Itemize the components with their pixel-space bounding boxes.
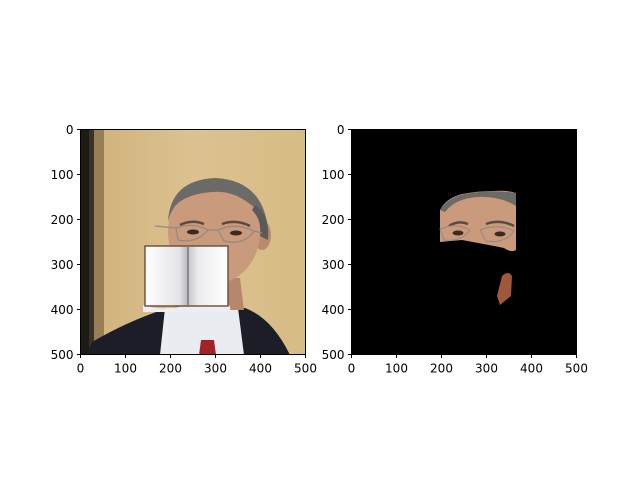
right-x-tick-label: 500 [565, 362, 588, 376]
left-y-tick-label: 200 [51, 213, 74, 227]
visible-face-region [439, 190, 516, 252]
right-y-tick-label: 200 [322, 213, 345, 227]
left-x-tick-label: 400 [249, 362, 272, 376]
tie [199, 340, 216, 355]
left-y-tick-label: 500 [51, 348, 74, 362]
left-x-tick-label: 100 [114, 362, 137, 376]
left-y-tick-label: 0 [66, 123, 74, 137]
book-overlay [143, 245, 231, 312]
hair [168, 178, 268, 228]
left-y-tick-label: 400 [51, 303, 74, 317]
door-frame-mid [89, 130, 94, 355]
right-eye [230, 230, 242, 236]
right-y-tick-label: 500 [322, 348, 345, 362]
right-x-tick-label: 300 [475, 362, 498, 376]
right-image-panel [351, 130, 576, 355]
right-axes-frame [351, 129, 577, 355]
masked-background [351, 130, 576, 355]
visible-neck-patch [497, 273, 512, 305]
left-x-tick-label: 300 [204, 362, 227, 376]
eyebrows [179, 220, 251, 228]
left-y-tick-label: 300 [51, 258, 74, 272]
right-x-tick-label: 200 [430, 362, 453, 376]
glasses [154, 224, 263, 243]
door-frame-dark [80, 130, 89, 355]
right-x-tick-label: 400 [520, 362, 543, 376]
left-x-tick-label: 0 [77, 362, 85, 376]
left-y-tick-label: 100 [51, 168, 74, 182]
right-y-tick-label: 100 [322, 168, 345, 182]
left-axes-frame [80, 129, 306, 355]
shirt [160, 308, 244, 355]
left-x-tick-label: 500 [294, 362, 317, 376]
hair-side [252, 205, 269, 240]
left-eye [187, 229, 199, 235]
door-frame-light [94, 130, 104, 355]
right-x-tick-label: 0 [348, 362, 356, 376]
left-x-tick-label: 200 [159, 362, 182, 376]
right-y-tick-label: 300 [322, 258, 345, 272]
left-image-panel [80, 130, 306, 355]
right-x-tick-label: 100 [385, 362, 408, 376]
right-y-tick-label: 400 [322, 303, 345, 317]
right-y-tick-label: 0 [337, 123, 345, 137]
